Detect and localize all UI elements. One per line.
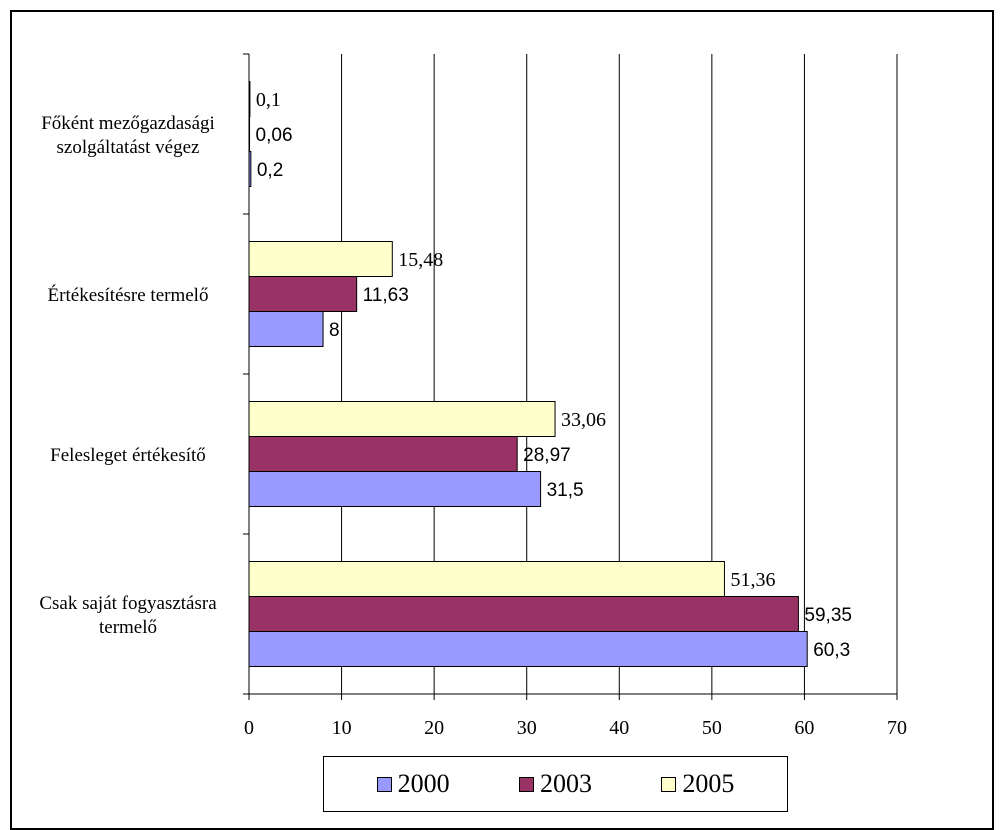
data-label: 31,5 [547,480,584,501]
chart-legend: 2000 2003 2005 [323,756,788,812]
data-label: 33,06 [561,409,606,431]
bar-2005 [248,81,251,117]
data-label: 15,48 [398,249,443,271]
x-tick-label: 70 [887,717,907,739]
x-tick-label: 10 [332,717,352,739]
data-label: 0,2 [257,160,283,181]
category-label: szolgáltatást végez [57,137,200,158]
data-label: 59,35 [804,605,852,626]
legend-item: 2005 [661,769,734,799]
data-label: 8 [329,320,340,341]
x-tick-label: 40 [609,717,629,739]
category-label: Csak saját fogyasztásra [39,593,217,614]
data-label: 28,97 [523,445,571,466]
data-label: 60,3 [813,640,850,661]
bar-2005 [248,401,556,437]
bar-2003 [248,596,799,632]
bar-2000 [248,631,808,667]
category-label: Főként mezőgazdasági [41,113,215,134]
data-label: 51,36 [730,569,775,591]
bar-2003 [248,276,358,312]
bar-2003 [248,436,518,472]
legend-label: 2003 [539,769,592,798]
legend-label: 2005 [682,769,735,798]
legend-label: 2000 [397,769,450,798]
legend-swatch [376,776,392,792]
bar-2000 [248,311,324,347]
x-tick-label: 20 [424,717,444,739]
x-tick-label: 30 [517,717,537,739]
x-tick-label: 50 [702,717,722,739]
bar-2005 [248,241,393,277]
bar-2003 [248,116,251,152]
legend-item: 2000 [376,769,450,799]
legend-item: 2003 [518,769,592,799]
legend-swatch [661,776,677,792]
x-tick-label: 0 [244,717,254,739]
bar-2005 [248,561,725,597]
bar-2000 [248,471,542,507]
data-label: 0,1 [256,89,281,111]
x-tick-label: 60 [794,717,814,739]
category-label: termelő [99,617,157,638]
data-label: 0,06 [256,125,293,146]
category-label: Felesleget értékesítő [50,445,206,466]
bar-2000 [248,151,252,187]
legend-swatch [518,776,534,792]
data-label: 11,63 [363,285,409,306]
category-label: Értékesítésre termelő [48,284,209,306]
